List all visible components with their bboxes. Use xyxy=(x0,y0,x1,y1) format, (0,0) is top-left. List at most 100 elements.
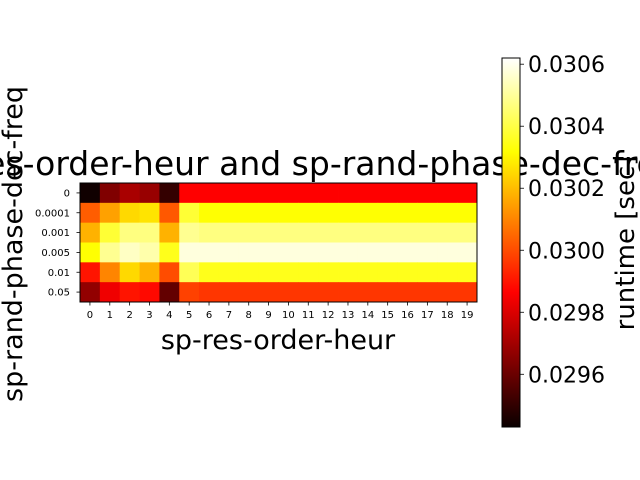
colorbar-ticks: 0.0296 0.0298 0.0300 0.0302 0.0304 0.0306 xyxy=(520,53,605,388)
heatmap-cell xyxy=(437,262,458,283)
heatmap-cell xyxy=(437,202,458,224)
x-tick-label: 19 xyxy=(461,310,474,321)
heatmap-cell xyxy=(417,202,438,224)
heatmap-cell xyxy=(218,202,240,224)
heatmap-cell xyxy=(99,183,121,204)
heatmap-cell xyxy=(397,202,418,224)
heatmap-cell xyxy=(338,282,359,303)
y-tick-label: 0.01 xyxy=(48,268,70,279)
x-tick-label: 16 xyxy=(401,310,414,321)
heatmap-cell xyxy=(218,183,240,204)
heatmap-cell xyxy=(298,183,319,204)
heatmap-cell xyxy=(318,183,339,204)
heatmap-cell xyxy=(139,262,160,283)
heatmap-cell xyxy=(318,282,339,303)
heatmap-cell xyxy=(397,183,418,204)
heatmap-cell xyxy=(218,262,240,283)
heatmap-cell xyxy=(357,222,379,243)
heatmap-cell xyxy=(99,202,121,224)
heatmap-cell xyxy=(298,282,319,303)
heatmap-cell xyxy=(139,222,160,243)
heatmap-cell xyxy=(377,282,398,303)
heatmap-cell xyxy=(457,242,478,263)
heatmap-cell xyxy=(199,183,220,204)
heatmap-cell xyxy=(417,222,438,243)
heatmap-cell xyxy=(99,222,121,243)
heatmap-cell xyxy=(179,262,200,283)
y-tick-label: 0.0001 xyxy=(35,208,70,219)
x-tick-label: 15 xyxy=(381,310,394,321)
heatmap-cell xyxy=(377,202,398,224)
heatmap-cell xyxy=(357,242,379,263)
chart-title: sp-res-order-heur and sp-rand-phase-dec-… xyxy=(0,144,640,183)
heatmap-cell xyxy=(159,183,180,204)
heatmap-cell xyxy=(218,282,240,303)
heatmap-cell xyxy=(417,242,438,263)
y-axis-label: sp-rand-phase-dec-freq xyxy=(0,86,29,402)
colorbar-tick-label: 0.0302 xyxy=(528,177,605,202)
heatmap-cell xyxy=(80,282,101,303)
heatmap-cell xyxy=(318,242,339,263)
heatmap-cell xyxy=(99,262,121,283)
heatmap-cell xyxy=(218,222,240,243)
y-tick-label: 0 xyxy=(64,188,70,199)
heatmap-cell xyxy=(179,242,200,263)
x-tick-label: 1 xyxy=(107,310,113,321)
heatmap-cell xyxy=(199,282,220,303)
x-tick-label: 11 xyxy=(302,310,315,321)
x-tick-label: 9 xyxy=(265,310,271,321)
heatmap-cell xyxy=(318,222,339,243)
heatmap-cell xyxy=(238,183,260,204)
heatmap-cell xyxy=(119,282,140,303)
heatmap-cell xyxy=(80,183,101,204)
heatmap-cell xyxy=(238,262,260,283)
heatmap-cell xyxy=(298,202,319,224)
y-axis-ticks: 0 0.0001 0.001 0.005 0.01 0.05 xyxy=(35,188,80,299)
heatmap-cell xyxy=(179,282,200,303)
heatmap-cell xyxy=(159,222,180,243)
heatmap-cell xyxy=(457,183,478,204)
colorbar-tick-label: 0.0306 xyxy=(528,53,605,78)
x-tick-label: 18 xyxy=(441,310,454,321)
heatmap-cell xyxy=(119,183,140,204)
x-tick-label: 10 xyxy=(282,310,295,321)
colorbar xyxy=(501,57,521,428)
heatmap-cell xyxy=(179,222,200,243)
y-tick-label: 0.001 xyxy=(41,228,70,239)
heatmap-cell xyxy=(238,222,260,243)
heatmap-cell xyxy=(159,282,180,303)
heatmap-cell xyxy=(139,202,160,224)
heatmap-cell xyxy=(119,222,140,243)
heatmap-cell xyxy=(437,282,458,303)
heatmap-cell xyxy=(199,242,220,263)
heatmap-cell xyxy=(238,242,260,263)
heatmap-cell xyxy=(80,242,101,263)
heatmap-cell xyxy=(258,222,279,243)
heatmap-cell xyxy=(258,183,279,204)
heatmap-cell xyxy=(338,183,359,204)
heatmap-cell xyxy=(357,183,379,204)
heatmap-cell xyxy=(258,242,279,263)
heatmap-cell xyxy=(139,242,160,263)
heatmap-cell xyxy=(278,222,299,243)
heatmap-cell xyxy=(80,202,101,224)
colorbar-tick-label: 0.0300 xyxy=(528,239,605,264)
colorbar-tick-label: 0.0304 xyxy=(528,115,605,140)
x-tick-label: 17 xyxy=(421,310,434,321)
heatmap-cell xyxy=(338,202,359,224)
heatmap-cell xyxy=(298,262,319,283)
heatmap-cell xyxy=(417,262,438,283)
x-tick-label: 2 xyxy=(126,310,132,321)
heatmap-cell xyxy=(159,262,180,283)
heatmap-cell xyxy=(218,242,240,263)
heatmap-cell xyxy=(298,242,319,263)
heatmap-cell xyxy=(417,183,438,204)
x-tick-label: 3 xyxy=(146,310,152,321)
heatmap-cell xyxy=(99,282,121,303)
heatmap-cell xyxy=(338,262,359,283)
heatmap-cell xyxy=(397,282,418,303)
plot-frame xyxy=(79,182,478,303)
heatmap-cell xyxy=(278,202,299,224)
heatmap-cell xyxy=(338,242,359,263)
